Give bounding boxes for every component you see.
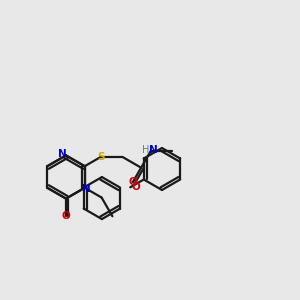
Text: N: N bbox=[82, 184, 91, 194]
Text: O: O bbox=[128, 177, 137, 187]
Text: O: O bbox=[61, 211, 70, 221]
Text: S: S bbox=[97, 152, 105, 162]
Text: H: H bbox=[142, 145, 149, 154]
Text: N: N bbox=[148, 145, 157, 154]
Text: N: N bbox=[58, 149, 67, 159]
Text: O: O bbox=[131, 182, 140, 192]
